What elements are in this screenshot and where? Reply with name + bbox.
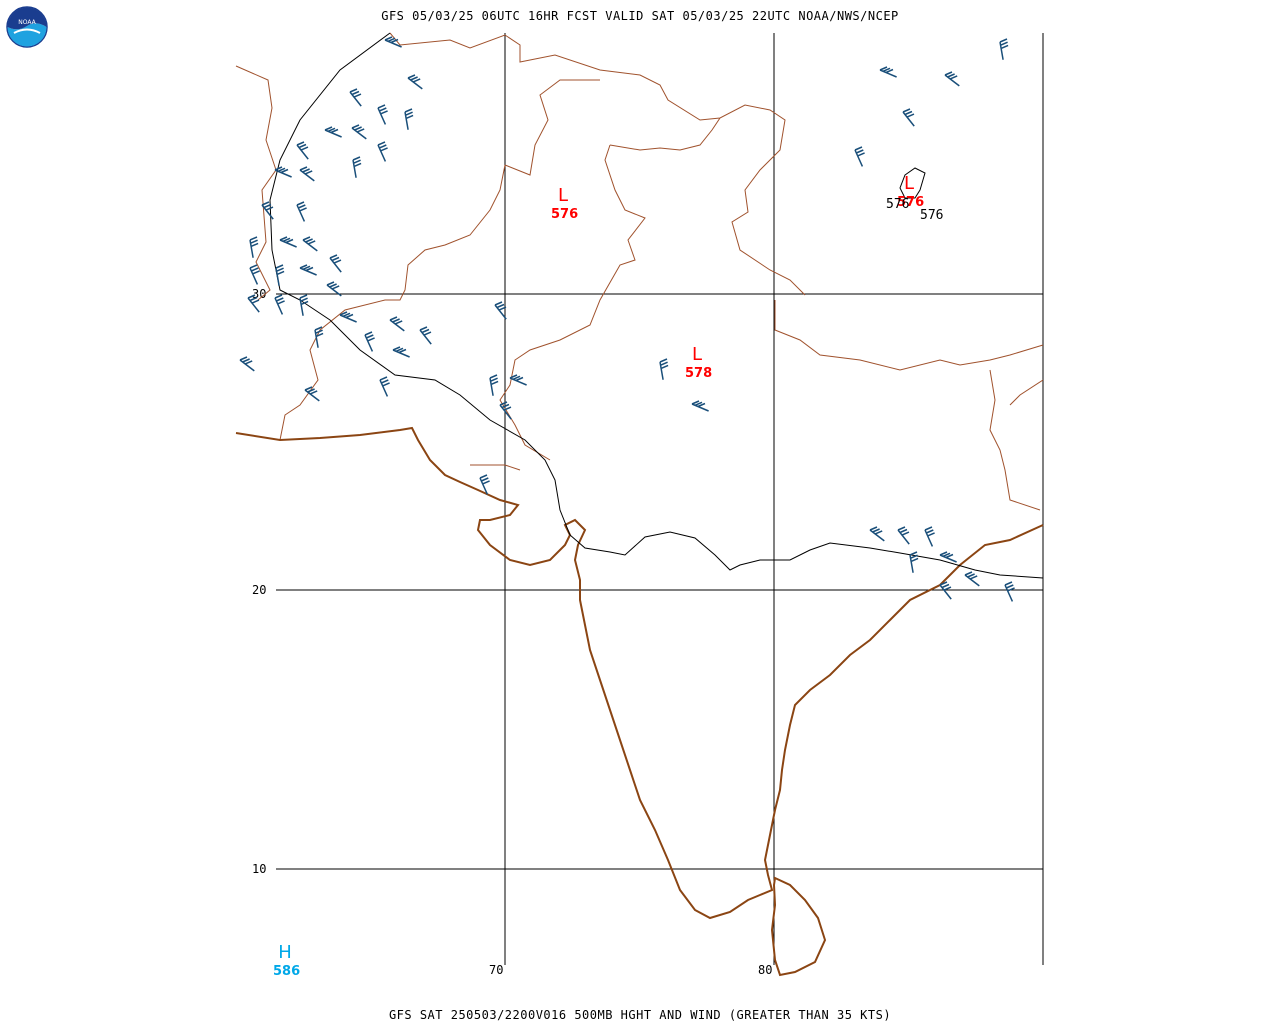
border-pakistan-west — [279, 164, 506, 441]
border-north — [389, 32, 806, 296]
wind-barb-icon — [924, 526, 935, 547]
wind-barb-icon — [299, 166, 315, 182]
coastline-sri-lanka — [770, 876, 827, 977]
lon-label-70: 70 — [489, 963, 503, 977]
wind-barb-icon — [249, 236, 259, 258]
height-contours — [269, 32, 1044, 579]
wind-barb-icon — [326, 281, 342, 297]
noaa-logo-text: NOAA — [18, 19, 36, 26]
wind-barb-icon — [939, 581, 952, 600]
wind-barb-icon — [944, 71, 960, 87]
wind-barb-icon — [494, 301, 507, 320]
border-myanmar — [1009, 379, 1044, 406]
wind-barb-icon — [275, 264, 285, 286]
wind-barb-icon — [499, 401, 512, 420]
wind-barb-icon — [902, 108, 915, 127]
wind-barb-icon — [239, 356, 255, 372]
border-afghanistan — [504, 79, 600, 176]
wind-barb-icon — [897, 526, 910, 545]
wind-barb-icon — [349, 88, 362, 107]
wind-barb-icon — [351, 124, 367, 140]
map-title: GFS 05/03/25 06UTC 16HR FCST VALID SAT 0… — [381, 9, 899, 23]
border-nepal — [774, 300, 1044, 371]
wind-barb-icon — [279, 236, 297, 248]
wind-barb-icon — [247, 294, 260, 313]
border-india-pakistan — [499, 144, 646, 461]
center-value-label: 586 — [273, 964, 300, 979]
wind-barb-icon — [299, 264, 317, 276]
wind-barb-icon — [314, 326, 324, 348]
wind-barb-icon — [419, 326, 432, 345]
coastline — [235, 426, 1044, 977]
wind-barb-icon — [249, 264, 260, 285]
low-center-symbol: L — [692, 344, 702, 365]
noaa-logo-icon: NOAA — [6, 6, 48, 52]
wind-barb-icon — [352, 156, 362, 178]
contour-closed-low — [899, 167, 926, 199]
wind-barb-icon — [389, 316, 405, 332]
wind-barb-icon — [377, 104, 388, 125]
wind-barb-icon — [489, 374, 499, 396]
contour-label: 576 — [886, 197, 909, 212]
low-center-symbol: L — [904, 173, 914, 194]
wind-barb-icon — [379, 376, 390, 397]
wind-barb-icon — [404, 108, 414, 130]
wind-barb-icon — [377, 141, 388, 162]
wind-barb-icon — [999, 38, 1009, 60]
wind-barb-icon — [261, 201, 274, 220]
wind-barb-icon — [509, 374, 527, 386]
border-gujarat — [470, 464, 521, 471]
country-borders — [235, 32, 1044, 511]
wind-barb-icon — [939, 551, 957, 563]
low-center-symbol: L — [558, 185, 568, 206]
wind-barb-icon — [299, 294, 309, 316]
contour-label: 576 — [920, 208, 943, 223]
border-kashmir — [609, 117, 721, 151]
lat-label-20: 20 — [252, 583, 266, 597]
wind-barb-icon — [274, 166, 292, 178]
wind-barb-icon — [691, 400, 709, 412]
wind-barbs — [239, 36, 1015, 602]
wind-barb-icon — [854, 146, 865, 167]
wind-barb-icon — [659, 358, 669, 380]
wind-barb-icon — [407, 74, 423, 90]
border-iran-west — [235, 65, 277, 301]
lat-lon-grid — [276, 33, 1044, 965]
wind-barb-icon — [869, 526, 885, 542]
center-value-label: 576 — [897, 195, 924, 210]
center-value-label: 578 — [685, 366, 712, 381]
wind-barb-icon — [909, 551, 919, 573]
coastline-india — [235, 426, 1044, 920]
high-center-symbol: H — [278, 942, 292, 963]
wind-barb-icon — [364, 331, 375, 352]
contour-main — [269, 32, 1044, 579]
center-value-label: 576 — [551, 207, 578, 222]
wind-barb-icon — [296, 141, 309, 160]
wind-barb-icon — [879, 66, 897, 78]
wind-barb-icon — [479, 474, 490, 495]
wind-barb-icon — [1004, 581, 1015, 602]
map-caption: GFS SAT 250503/2200V016 500MB HGHT AND W… — [388, 1008, 892, 1022]
lat-label-10: 10 — [252, 862, 266, 876]
wind-barb-icon — [339, 311, 357, 323]
wind-barb-icon — [329, 254, 342, 273]
lon-label-80: 80 — [758, 963, 772, 977]
wind-barb-icon — [302, 236, 318, 252]
wind-barb-icon — [384, 36, 402, 48]
wind-barb-icon — [324, 126, 342, 138]
wind-barb-icon — [964, 571, 980, 587]
wind-barb-icon — [304, 386, 320, 402]
wind-barb-icon — [274, 294, 285, 315]
wind-barb-icon — [296, 201, 307, 222]
wind-barb-icon — [392, 346, 410, 358]
border-bangladesh — [989, 369, 1041, 511]
